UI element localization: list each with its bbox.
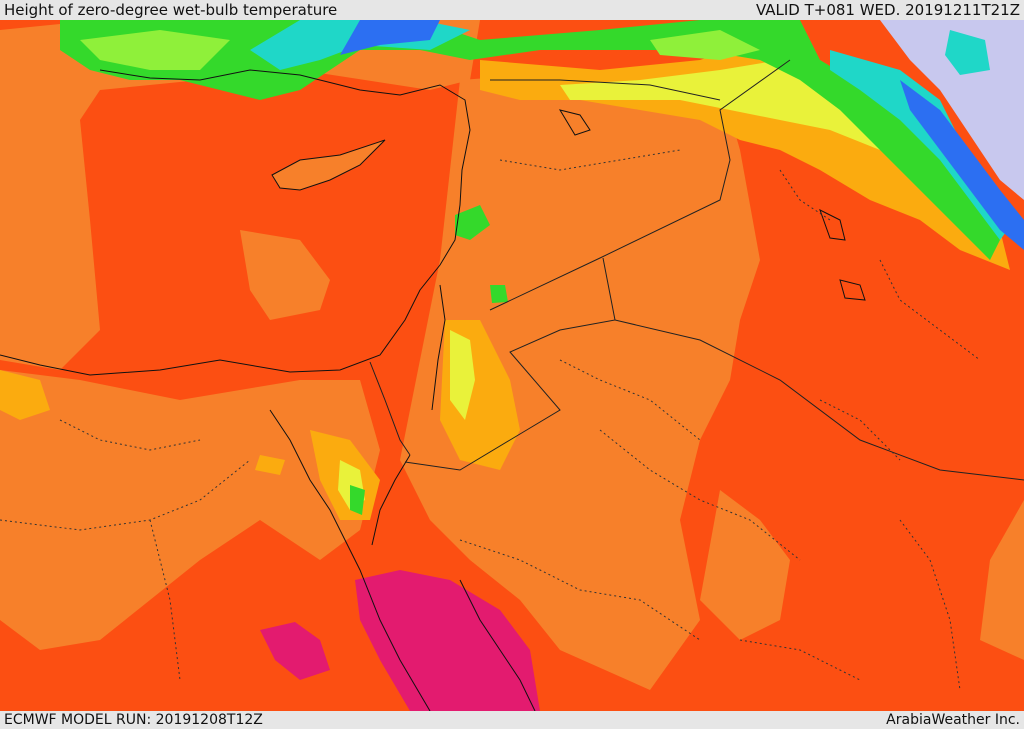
field-green — [60, 20, 1000, 515]
field-magenta-redsea — [355, 570, 540, 711]
cyprus-outline — [271, 139, 386, 191]
country-borders — [369, 59, 1024, 481]
field-magenta-west — [260, 622, 330, 680]
province-boundaries — [0, 149, 981, 691]
field-blue — [340, 20, 1024, 250]
coastlines — [0, 69, 866, 711]
top-bar: Height of zero-degree wet-bulb temperatu… — [0, 0, 1024, 20]
valid-time-label: VALID T+081 WED. 20191211T21Z — [755, 1, 1020, 19]
credit-label: ArabiaWeather Inc. — [886, 712, 1020, 728]
bottom-bar: ECMWF MODEL RUN: 20191208T12Z ArabiaWeat… — [0, 711, 1024, 729]
field-light-green — [80, 30, 760, 70]
map-title: Height of zero-degree wet-bulb temperatu… — [4, 1, 338, 19]
weather-map-svg — [0, 20, 1024, 711]
map-area — [0, 20, 1024, 711]
field-cyan-patch — [945, 30, 990, 75]
model-run-label: ECMWF MODEL RUN: 20191208T12Z — [4, 712, 263, 728]
